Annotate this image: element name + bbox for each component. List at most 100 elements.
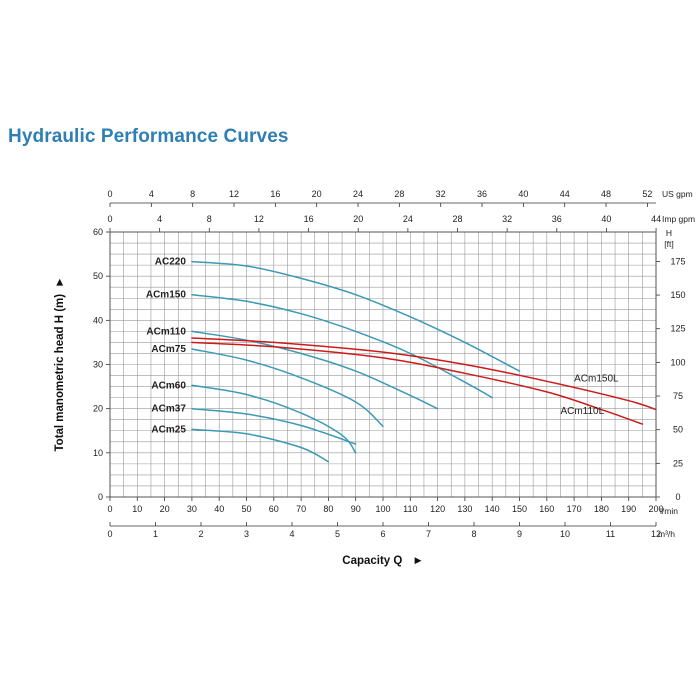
y-tick-label: 60 [93,227,103,237]
page-title: Hydraulic Performance Curves [8,126,289,147]
m3h-unit-label: m³/h [658,529,675,539]
m3h-tick-label: 0 [107,529,112,539]
us-gpm-tick-label: 16 [270,189,280,199]
ft-tick-label: 150 [670,290,685,300]
x-tick-label: 70 [296,504,306,514]
curve-acm110 [191,330,439,410]
ft-tick-label: 125 [670,324,685,334]
us-gpm-tick-label: 20 [312,189,322,199]
ft-unit-label-ft: [ft] [664,239,673,249]
us-gpm-tick-label: 44 [560,189,570,199]
imp-gpm-tick-label: 8 [207,214,212,224]
us-gpm-tick-label: 52 [642,189,652,199]
x-tick-label: 110 [403,504,417,514]
ft-tick-label: 50 [673,425,683,435]
curve-label-acm75: ACm75 [151,344,186,355]
m3h-tick-label: 1 [153,529,158,539]
imp-gpm-tick-label: 4 [157,214,162,224]
x-tick-label: 100 [375,504,390,514]
x-tick-label: 170 [567,504,582,514]
curve-label-acm110l: ACm110L [560,406,604,417]
us-gpm-tick-label: 24 [353,189,363,199]
curve-acm37 [191,407,357,445]
x-tick-label: 180 [594,504,609,514]
us-gpm-unit-label: US gpm [662,189,693,199]
ft-unit-label-h: H [666,228,672,238]
curve-label-acm150: ACm150 [146,290,186,301]
y-tick-label: 10 [93,448,103,458]
curve-label-acm37: ACm37 [151,404,186,415]
x-tick-label: 60 [269,504,279,514]
curves [191,260,657,463]
us-gpm-tick-label: 0 [107,189,112,199]
us-gpm-tick-label: 48 [601,189,611,199]
y-axis-title: Total manometric head H (m)► [54,276,66,451]
imp-gpm-tick-label: 40 [601,214,611,224]
curve-labels: AC220 ACm150 ACm110 ACm75 ACm60 ACm37 ACm25 ACm… [146,257,619,436]
m3h-tick-label: 5 [335,529,340,539]
curve-acm110l [191,341,644,425]
curve-acm25 [191,428,330,463]
ft-tick-label: 0 [675,492,680,502]
imp-gpm-tick-label: 20 [353,214,363,224]
x-tick-label: 0 [107,504,112,514]
imp-gpm-unit-label: Imp gpm [662,214,695,224]
m3h-tick-label: 9 [517,529,522,539]
m3h-tick-label: 7 [426,529,431,539]
m3h-tick-label: 10 [560,529,570,539]
imp-gpm-tick-label: 24 [403,214,413,224]
us-gpm-tick-label: 8 [190,189,195,199]
x-tick-label: 160 [539,504,554,514]
m3h-tick-label: 11 [606,529,615,539]
imp-gpm-tick-label: 36 [552,214,562,224]
x-tick-label: 130 [457,504,472,514]
curve-label-acm60: ACm60 [151,380,186,391]
us-gpm-tick-label: 12 [229,189,239,199]
imp-gpm-tick-label: 16 [304,214,314,224]
ft-tick-label: 25 [673,458,683,468]
curve-acm150 [191,293,493,399]
x-tick-label: 90 [351,504,361,514]
imp-gpm-tick-label: 32 [502,214,512,224]
ft-tick-label: 100 [670,357,685,367]
x-tick-label: 30 [187,504,197,514]
m3h-tick-label: 12 [651,529,661,539]
us-gpm-tick-label: 36 [477,189,487,199]
y-tick-label: 20 [93,404,103,414]
x-tick-label: 150 [512,504,527,514]
curve-ac220 [191,260,521,372]
lmin-unit-label: l/min [660,506,678,516]
imp-gpm-tick-label: 28 [452,214,462,224]
curve-acm75 [191,348,384,428]
curve-label-acm25: ACm25 [151,424,186,435]
imp-gpm-tick-label: 0 [107,214,112,224]
m3h-tick-label: 3 [244,529,249,539]
x-tick-label: 40 [214,504,224,514]
imp-gpm-tick-label: 12 [254,214,264,224]
x-axis-title: Capacity Q ► [342,555,423,567]
x-tick-label: 190 [621,504,636,514]
curve-label-acm150l: ACm150L [574,374,619,385]
m3h-tick-label: 2 [198,529,203,539]
grid [110,232,656,497]
y-tick-label: 0 [98,492,103,502]
x-tick-label: 20 [160,504,170,514]
x-tick-label: 80 [323,504,333,514]
m3h-tick-label: 6 [380,529,385,539]
m3h-tick-label: 4 [289,529,294,539]
us-gpm-tick-label: 4 [149,189,154,199]
ft-tick-label: 175 [670,256,685,266]
x-tick-label: 120 [430,504,445,514]
us-gpm-tick-label: 32 [436,189,446,199]
imp-gpm-tick-label: 44 [651,214,661,224]
x-tick-label: 50 [241,504,251,514]
y-tick-label: 40 [93,315,103,325]
y-tick-label: 50 [93,271,103,281]
m3h-tick-label: 8 [471,529,476,539]
ft-tick-label: 75 [673,391,683,401]
us-gpm-tick-label: 40 [518,189,528,199]
curve-label-acm110: ACm110 [146,326,186,337]
curve-label-ac220: AC220 [155,257,187,268]
